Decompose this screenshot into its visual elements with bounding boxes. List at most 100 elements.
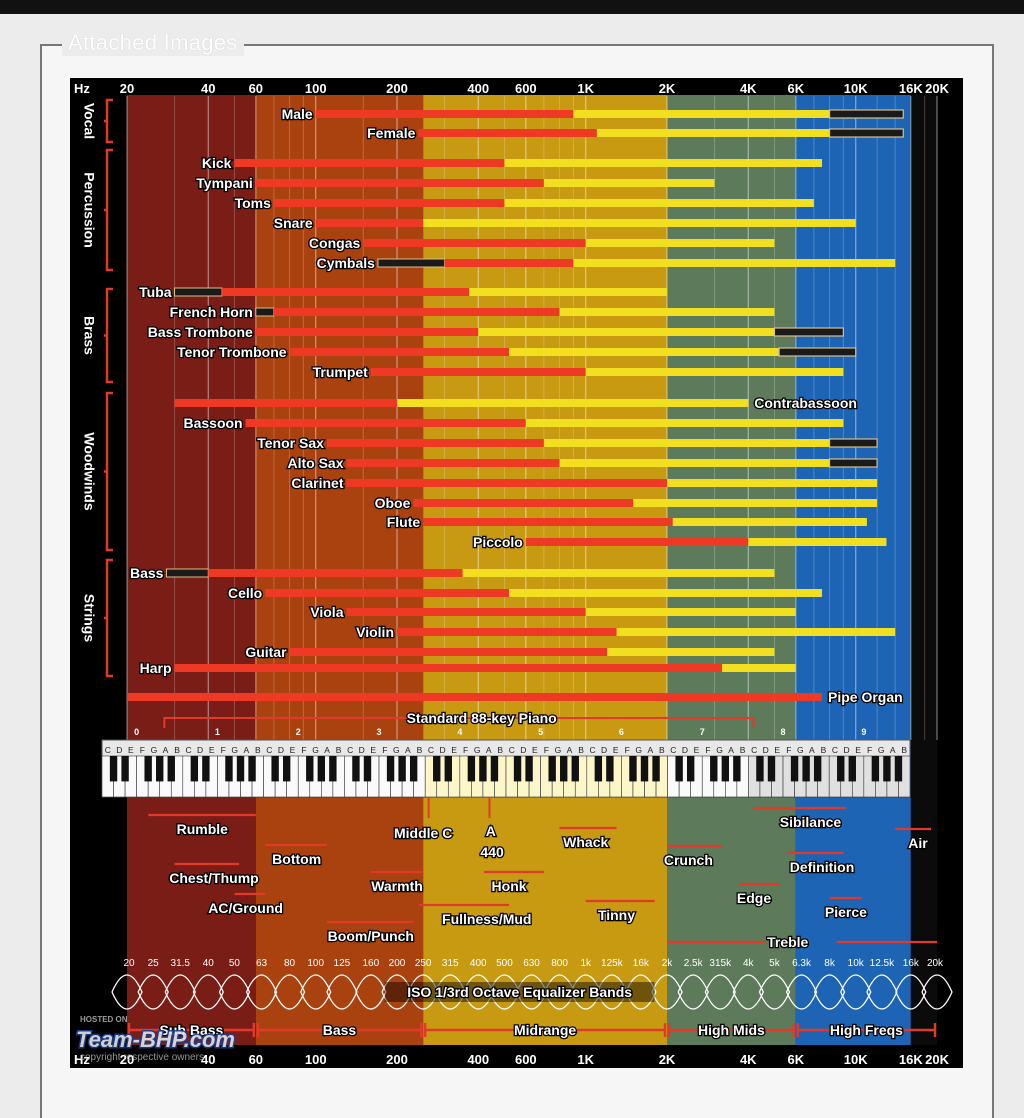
- right-margin: [937, 78, 963, 1068]
- extended-bar: [828, 438, 878, 448]
- key-note-letter: A: [728, 745, 734, 755]
- descriptor-label: Sibilance: [780, 814, 842, 830]
- key-note-letter: E: [855, 745, 861, 755]
- fundamental-bar: [326, 439, 544, 447]
- instrument-label: Congas: [309, 235, 361, 251]
- instrument-label: Harp: [140, 660, 172, 676]
- descriptor-label: Bottom: [272, 851, 321, 867]
- eq-band-curve: [192, 974, 224, 1010]
- extended-bar: [828, 458, 878, 468]
- key-note-letter: E: [370, 745, 376, 755]
- black-key: [317, 756, 326, 782]
- harmonics-bar: [672, 518, 867, 526]
- key-note-letter: G: [716, 745, 723, 755]
- eq-band-curve: [488, 974, 521, 1010]
- key-note-letter: G: [312, 745, 319, 755]
- key-note-letter: C: [832, 745, 838, 755]
- axis-tick-label: 40: [201, 81, 215, 96]
- eq-band-curve: [704, 974, 736, 1010]
- top-bar: [0, 0, 1024, 14]
- fundamental-bar: [444, 259, 574, 267]
- harmonics-bar: [616, 628, 896, 636]
- eq-band-label: 315k: [709, 958, 732, 969]
- descriptor-label: A: [486, 823, 496, 839]
- axis-tick-label: 100: [305, 1052, 327, 1067]
- key-note-letter: A: [809, 745, 815, 755]
- key-note-letter: F: [544, 745, 549, 755]
- black-key: [756, 756, 764, 782]
- instrument-label: Viola: [310, 604, 343, 620]
- eq-band-curve: [758, 974, 791, 1010]
- fundamental-bar: [423, 518, 673, 526]
- descriptor-label: Middle C: [394, 825, 452, 841]
- group-label: Brass: [81, 316, 97, 355]
- black-key: [109, 756, 118, 782]
- instrument-label: Tenor Sax: [257, 435, 324, 451]
- eq-band-label: 5k: [769, 958, 781, 969]
- instrument-label: Oboe: [375, 495, 411, 511]
- key-note-letter: A: [324, 745, 330, 755]
- axis-tick-label: 4K: [740, 1052, 757, 1067]
- instrument-label: Alto Sax: [287, 455, 343, 471]
- harmonics-bar: [748, 538, 887, 546]
- black-key: [444, 756, 452, 782]
- eq-band-label: 4k: [743, 958, 755, 969]
- harmonics-bar: [585, 368, 844, 376]
- subharmonic-bar: [255, 307, 275, 317]
- harmonics-bar: [397, 399, 749, 407]
- eq-band-label: 40: [203, 958, 215, 969]
- eq-band-curve: [732, 974, 764, 1010]
- key-note-letter: E: [451, 745, 457, 755]
- group-label: Woodwinds: [81, 432, 97, 510]
- harmonics-bar: [607, 648, 775, 656]
- fundamental-bar: [273, 308, 560, 316]
- harmonics-bar: [573, 110, 830, 118]
- key-note-letter: C: [428, 745, 434, 755]
- key-note-letter: D: [520, 745, 526, 755]
- axis-tick-label: 60: [249, 1052, 263, 1067]
- range-label: High Mids: [698, 1022, 765, 1038]
- key-note-letter: B: [417, 745, 423, 755]
- piano-label: Standard 88-key Piano: [407, 710, 557, 726]
- axis-tick-label: 200: [386, 81, 408, 96]
- eq-band-curve: [677, 974, 709, 1010]
- eq-band-curve: [407, 974, 439, 1010]
- instrument-label: Cello: [228, 585, 262, 601]
- harmonics-bar: [543, 439, 830, 447]
- eq-band-curve: [625, 974, 657, 1010]
- eq-band-curve: [300, 974, 332, 1010]
- axis-tick-label: 2K: [659, 81, 676, 96]
- descriptor-label: Rumble: [177, 821, 229, 837]
- octave-number: 9: [861, 727, 866, 737]
- black-key: [675, 756, 683, 782]
- extended-bar: [828, 128, 904, 138]
- descriptor-label: Edge: [737, 890, 771, 906]
- eq-title: ISO 1/3rd Octave Equalizer Bands: [407, 984, 632, 1000]
- key-note-letter: E: [613, 745, 619, 755]
- key-note-letter: F: [221, 745, 226, 755]
- descriptor-label: Chest/Thump: [169, 870, 258, 886]
- key-note-letter: C: [509, 745, 515, 755]
- fundamental-bar: [525, 538, 749, 546]
- black-key: [144, 756, 152, 782]
- eq-band-curve: [137, 974, 169, 1010]
- fundamental-bar: [418, 129, 597, 137]
- descriptor-label: Treble: [767, 934, 808, 950]
- frequency-zone: [795, 95, 911, 1045]
- axis-tick-label: 20: [120, 81, 134, 96]
- axis-tick-label: 600: [515, 81, 537, 96]
- instrument-label: Kick: [202, 155, 232, 171]
- black-key: [121, 756, 129, 782]
- black-key: [248, 756, 256, 782]
- instrument-label: Flute: [387, 514, 421, 530]
- eq-band-label: 800: [551, 958, 568, 969]
- axis-tick-label: 20: [120, 1052, 134, 1067]
- key-note-letter: F: [463, 745, 468, 755]
- key-note-letter: D: [197, 745, 203, 755]
- descriptor-label: Air: [908, 835, 928, 851]
- eq-band-label: 2.5k: [684, 958, 704, 969]
- group-label: Vocal: [81, 103, 97, 139]
- black-key: [767, 756, 776, 782]
- fundamental-bar: [346, 479, 667, 487]
- key-note-letter: D: [439, 745, 445, 755]
